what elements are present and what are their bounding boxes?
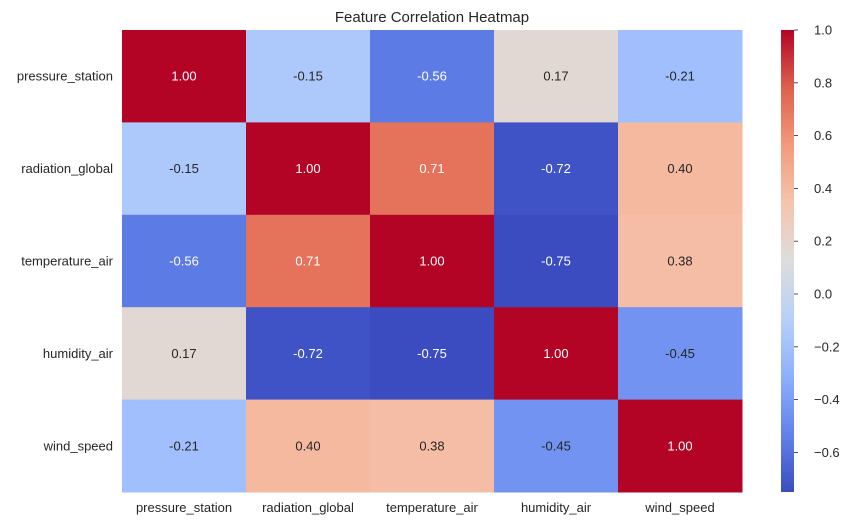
heatmap-cell [370, 122, 495, 216]
cell-value-label: -0.45 [665, 346, 695, 361]
colorbar-tick-label: 0.0 [814, 287, 832, 302]
heatmap-cell [246, 307, 371, 401]
col-tick-label: radiation_global [262, 500, 354, 515]
row-tick-label: pressure_station [17, 69, 113, 84]
row-tick-label: wind_speed [43, 438, 113, 453]
heatmap-cell [370, 30, 495, 123]
cell-value-label: 0.38 [667, 254, 692, 269]
heatmap-cell [122, 122, 247, 216]
cell-value-label: 1.00 [667, 438, 692, 453]
row-tick-label: humidity_air [43, 346, 114, 361]
heatmap-cell [122, 399, 247, 493]
heatmap-cell [370, 307, 495, 401]
col-tick-label: wind_speed [644, 500, 714, 515]
row-tick-label: temperature_air [21, 254, 113, 269]
heatmap-cell [122, 307, 247, 401]
cell-value-label: 0.40 [667, 161, 692, 176]
heatmap-cell [494, 307, 619, 401]
heatmap-cell [618, 122, 743, 216]
cell-value-label: -0.56 [169, 254, 199, 269]
heatmap-cell [494, 214, 619, 308]
cell-value-label: -0.21 [169, 438, 199, 453]
col-labels: pressure_station radiation_global temperat… [136, 500, 715, 515]
cell-value-label: 1.00 [543, 346, 568, 361]
heatmap-cell [494, 122, 619, 216]
heatmap-cell [618, 30, 743, 123]
cell-value-label: -0.72 [293, 346, 323, 361]
col-tick-label: pressure_station [136, 500, 232, 515]
colorbar-tick-label: 0.2 [814, 234, 832, 249]
col-tick-label: temperature_air [386, 500, 478, 515]
colorbar-gradient [781, 30, 794, 492]
heatmap-cell [370, 399, 495, 493]
colorbar: 1.0 0.8 0.6 0.4 0.2 0.0 −0.2 −0.4 −0.6 [781, 23, 840, 492]
row-labels: pressure_station radiation_global temperat… [17, 69, 114, 454]
heatmap-cell [246, 214, 371, 308]
cell-value-label: 0.38 [419, 438, 444, 453]
heatmap-cell [494, 30, 619, 123]
col-tick-label: humidity_air [521, 500, 592, 515]
cell-value-label: 1.00 [295, 161, 320, 176]
cell-value-label: 0.17 [543, 69, 568, 84]
colorbar-tick-label: −0.4 [814, 392, 840, 407]
heatmap-cell [618, 307, 743, 401]
cell-value-label: -0.15 [293, 69, 323, 84]
colorbar-tick-label: −0.2 [814, 339, 840, 354]
heatmap-cells: 1.00 -0.15 -0.56 0.17 -0.21 -0.15 1.00 0.71 -0.7… [122, 30, 743, 493]
cell-value-label: 1.00 [171, 69, 196, 84]
heatmap-cell [122, 30, 247, 123]
cell-value-label: 0.17 [171, 346, 196, 361]
heatmap-cell [246, 122, 371, 216]
cell-value-label: -0.21 [665, 69, 695, 84]
colorbar-tick-label: −0.6 [814, 445, 840, 460]
heatmap-cell [370, 214, 495, 308]
row-tick-label: radiation_global [21, 161, 113, 176]
heatmap-cell [246, 30, 371, 123]
cell-value-label: -0.56 [417, 69, 447, 84]
cell-value-label: -0.15 [169, 161, 199, 176]
colorbar-tick-label: 0.8 [814, 75, 832, 90]
heatmap-cell [618, 399, 743, 493]
heatmap-cell [618, 214, 743, 308]
cell-value-label: -0.75 [541, 254, 571, 269]
cell-value-label: 0.71 [419, 161, 444, 176]
chart-title: Feature Correlation Heatmap [335, 9, 529, 26]
cell-value-label: 0.40 [295, 438, 320, 453]
heatmap-cell [122, 214, 247, 308]
colorbar-tick-label: 0.6 [814, 128, 832, 143]
colorbar-tick-label: 1.0 [814, 23, 832, 38]
cell-value-label: 0.71 [295, 254, 320, 269]
cell-value-label: -0.45 [541, 438, 571, 453]
heatmap-cell [494, 399, 619, 493]
cell-value-label: 1.00 [419, 254, 444, 269]
cell-value-label: -0.75 [417, 346, 447, 361]
heatmap-cell [246, 399, 371, 493]
cell-value-label: -0.72 [541, 161, 571, 176]
colorbar-tick-label: 0.4 [814, 181, 832, 196]
